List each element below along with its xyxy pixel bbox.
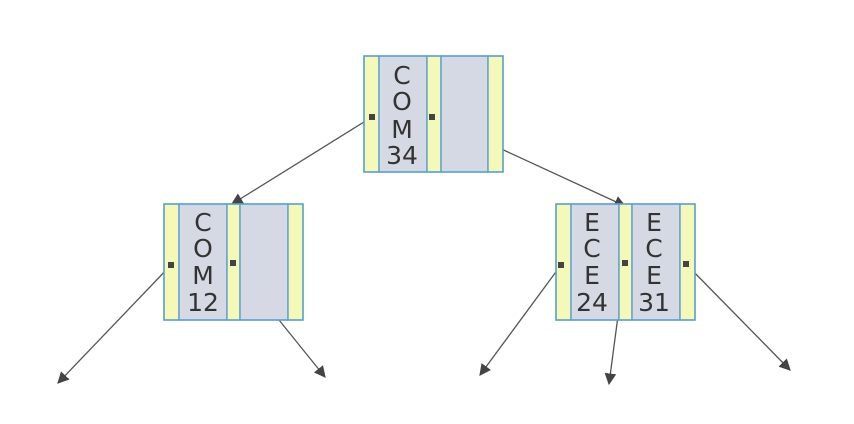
- left-pointer-2: [287, 203, 304, 321]
- right-key-1-line-1: E: [584, 208, 600, 237]
- edge-root-to-right-origin-dot: [429, 114, 435, 120]
- right-key-1-line-2: C: [583, 234, 600, 263]
- edge-root-to-left: [231, 116, 373, 205]
- root-key-1-line-1: C: [393, 61, 410, 90]
- right-key-1-line-3: E: [584, 261, 600, 290]
- left-child-node: C O M 12: [163, 203, 304, 321]
- root-key-1-line-3: M: [391, 115, 413, 144]
- right-key-2-line-4: 31: [638, 288, 670, 317]
- right-key-1-line-4: 24: [576, 288, 608, 317]
- edge-right-child-0: [479, 264, 562, 376]
- root-pointer-2: [487, 55, 504, 173]
- right-key-2-line-2: C: [645, 234, 662, 263]
- left-key-1-line-1: C: [194, 208, 211, 237]
- left-node-frame: [163, 203, 304, 321]
- root-key-1-line-2: O: [392, 87, 412, 116]
- right-key-2-line-1: E: [646, 208, 662, 237]
- left-key-1-line-2: O: [193, 234, 213, 263]
- left-key-1-line-3: M: [192, 261, 214, 290]
- right-key-slot-2: [631, 203, 681, 321]
- root-node: C O M 34: [363, 55, 504, 173]
- edge-right-child-2: [685, 263, 791, 371]
- edge-right-child-0-origin-dot: [558, 262, 564, 268]
- left-key-1-line-4: 12: [187, 288, 219, 317]
- root-node-frame: [363, 55, 504, 173]
- edge-root-to-left-origin-dot: [369, 114, 375, 120]
- right-node-frame: [555, 203, 696, 321]
- edge-right-child-1-origin-dot: [622, 260, 628, 266]
- edge-left-child-0: [57, 264, 172, 384]
- root-key-slot-2: [440, 55, 489, 173]
- edge-right-child-2-origin-dot: [683, 261, 689, 267]
- left-key-slot-2: [239, 203, 289, 321]
- edge-left-child-1-origin-dot: [230, 260, 236, 266]
- right-key-2-line-3: E: [646, 261, 662, 290]
- edge-left-child-0-origin-dot: [168, 262, 174, 268]
- root-key-1-line-4: 34: [386, 141, 418, 170]
